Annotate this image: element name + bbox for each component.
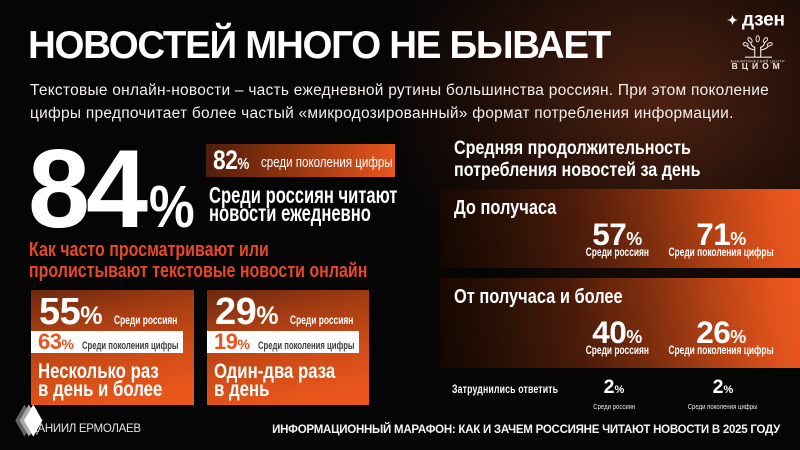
svg-text:дзен: дзен bbox=[742, 10, 785, 31]
svg-text:АНАЛИТИЧЕСКИЙ ЦЕНТР: АНАЛИТИЧЕСКИЙ ЦЕНТР bbox=[730, 60, 785, 64]
svg-text:ВЦИОМ: ВЦИОМ bbox=[732, 61, 784, 71]
